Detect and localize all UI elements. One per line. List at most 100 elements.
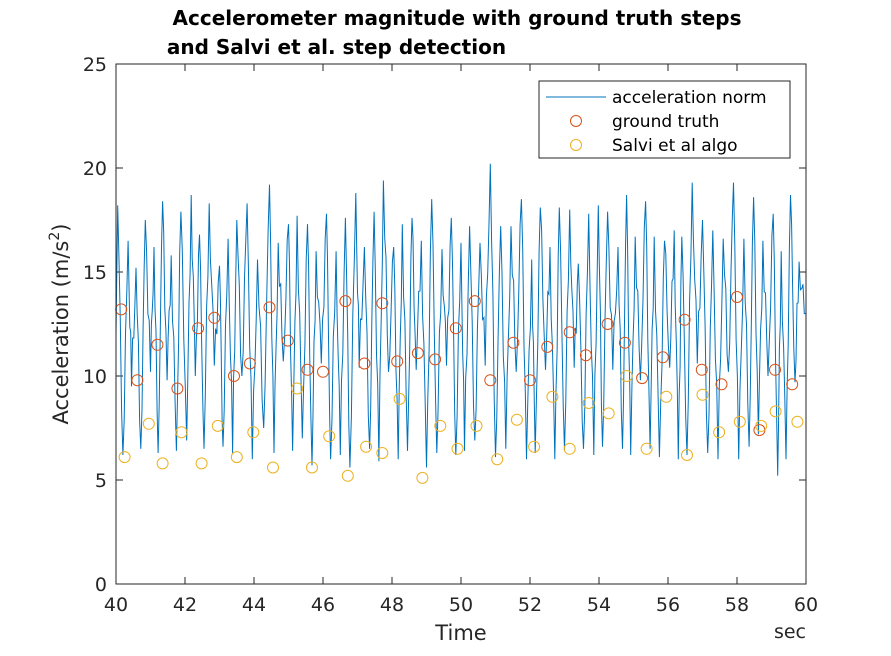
salvi-marker — [563, 442, 576, 455]
ground-truth-marker — [678, 313, 691, 326]
y-tick-label: 20 — [83, 158, 107, 180]
legend-ground-truth-label: ground truth — [612, 112, 719, 132]
salvi-marker — [602, 407, 615, 420]
ground-truth-marker — [281, 334, 294, 347]
ground-truth-marker — [786, 378, 799, 391]
series-acceleration-norm — [116, 163, 806, 476]
salvi-marker — [118, 451, 131, 464]
salvi-marker — [175, 426, 188, 439]
salvi-marker — [546, 390, 559, 403]
ground-truth-marker — [376, 297, 389, 310]
salvi-marker — [393, 392, 406, 405]
ground-truth-marker — [618, 336, 631, 349]
ground-truth-marker — [524, 374, 536, 387]
salvi-marker — [451, 442, 464, 455]
ground-truth-marker — [171, 382, 184, 395]
salvi-marker — [640, 442, 653, 455]
x-tick-label: 46 — [311, 594, 335, 616]
salvi-marker — [713, 426, 726, 439]
salvi-marker — [491, 453, 504, 466]
salvi-marker — [755, 419, 768, 432]
ground-truth-marker — [579, 349, 592, 362]
ground-truth-marker — [228, 370, 240, 382]
salvi-marker — [620, 370, 633, 382]
salvi-marker — [528, 440, 541, 453]
x-axis-ticks: 40 42 44 46 48 50 52 54 56 58 60 — [104, 64, 818, 616]
x-tick-label: 44 — [242, 594, 266, 616]
ground-truth-marker — [449, 322, 462, 335]
x-tick-label: 42 — [173, 594, 197, 616]
ground-truth-marker — [192, 322, 205, 335]
chart-title-line2: and Salvi et al. step detection — [160, 35, 506, 59]
ground-truth-marker — [601, 318, 614, 330]
ground-truth-marker — [484, 374, 497, 387]
salvi-marker — [267, 461, 279, 474]
salvi-marker — [769, 405, 782, 418]
legend-ground-truth-swatch — [570, 115, 582, 127]
legend-acceleration-label: acceleration norm — [612, 88, 767, 108]
ground-truth-marker — [507, 336, 520, 349]
ground-truth-marker — [656, 351, 669, 364]
y-axis-label-main: Acceleration (m/s — [49, 241, 73, 425]
ground-truth-marker — [563, 326, 576, 339]
y-tick-label: 10 — [83, 366, 107, 388]
x-tick-label: 58 — [725, 594, 749, 616]
salvi-marker — [142, 417, 155, 430]
y-axis-label: Acceleration (m/s2) — [47, 224, 73, 425]
ground-truth-marker — [151, 338, 164, 351]
salvi-marker — [195, 457, 208, 470]
ground-truth-marker — [636, 372, 649, 385]
series-salvi-algo — [118, 370, 804, 484]
y-tick-label: 15 — [83, 262, 107, 284]
salvi-marker — [323, 430, 336, 443]
x-tick-label: 56 — [656, 594, 680, 616]
ground-truth-marker — [263, 301, 276, 314]
ground-truth-marker — [429, 353, 442, 366]
ground-truth-marker — [731, 291, 743, 303]
ground-truth-marker — [695, 363, 708, 376]
y-axis-ticks: 0 5 10 15 20 25 — [83, 54, 806, 596]
x-axis-label: Time — [434, 621, 486, 645]
y-axis-label-close: ) — [49, 224, 73, 232]
ground-truth-marker — [208, 311, 221, 324]
x-tick-label: 50 — [449, 594, 473, 616]
series-ground-truth — [115, 291, 799, 437]
salvi-marker — [660, 390, 673, 403]
salvi-marker — [291, 382, 304, 395]
chart-title-line1: Accelerometer magnitude with ground trut… — [173, 6, 742, 30]
salvi-marker — [247, 426, 260, 439]
legend-salvi-label: Salvi et al algo — [612, 136, 738, 156]
ground-truth-marker — [131, 374, 144, 387]
salvi-marker — [230, 451, 243, 464]
x-tick-label: 48 — [380, 594, 404, 616]
legend-salvi-swatch — [570, 139, 582, 151]
salvi-marker — [470, 419, 483, 432]
x-axis-unit: sec — [774, 621, 806, 643]
salvi-marker — [582, 397, 595, 409]
salvi-marker — [510, 413, 523, 426]
plot-frame — [115, 63, 807, 585]
salvi-marker — [696, 388, 709, 401]
ground-truth-marker — [541, 340, 554, 353]
salvi-marker — [416, 471, 429, 484]
salvi-marker — [434, 419, 447, 432]
y-tick-label: 25 — [83, 54, 107, 76]
salvi-marker — [376, 447, 389, 459]
ground-truth-marker — [391, 355, 404, 368]
x-tick-label: 54 — [587, 594, 611, 616]
x-tick-label: 60 — [794, 594, 818, 616]
salvi-marker — [681, 449, 693, 461]
ground-truth-marker — [411, 347, 424, 360]
ground-truth-marker — [243, 357, 256, 370]
salvi-marker — [156, 457, 169, 470]
ground-truth-marker — [301, 363, 314, 376]
salvi-marker — [360, 440, 373, 453]
ground-truth-marker — [317, 365, 329, 378]
salvi-marker — [306, 461, 318, 474]
ground-truth-marker — [339, 295, 352, 308]
salvi-marker — [791, 415, 804, 428]
x-tick-label: 52 — [518, 594, 542, 616]
x-tick-label: 40 — [104, 594, 128, 616]
salvi-marker — [211, 419, 224, 432]
